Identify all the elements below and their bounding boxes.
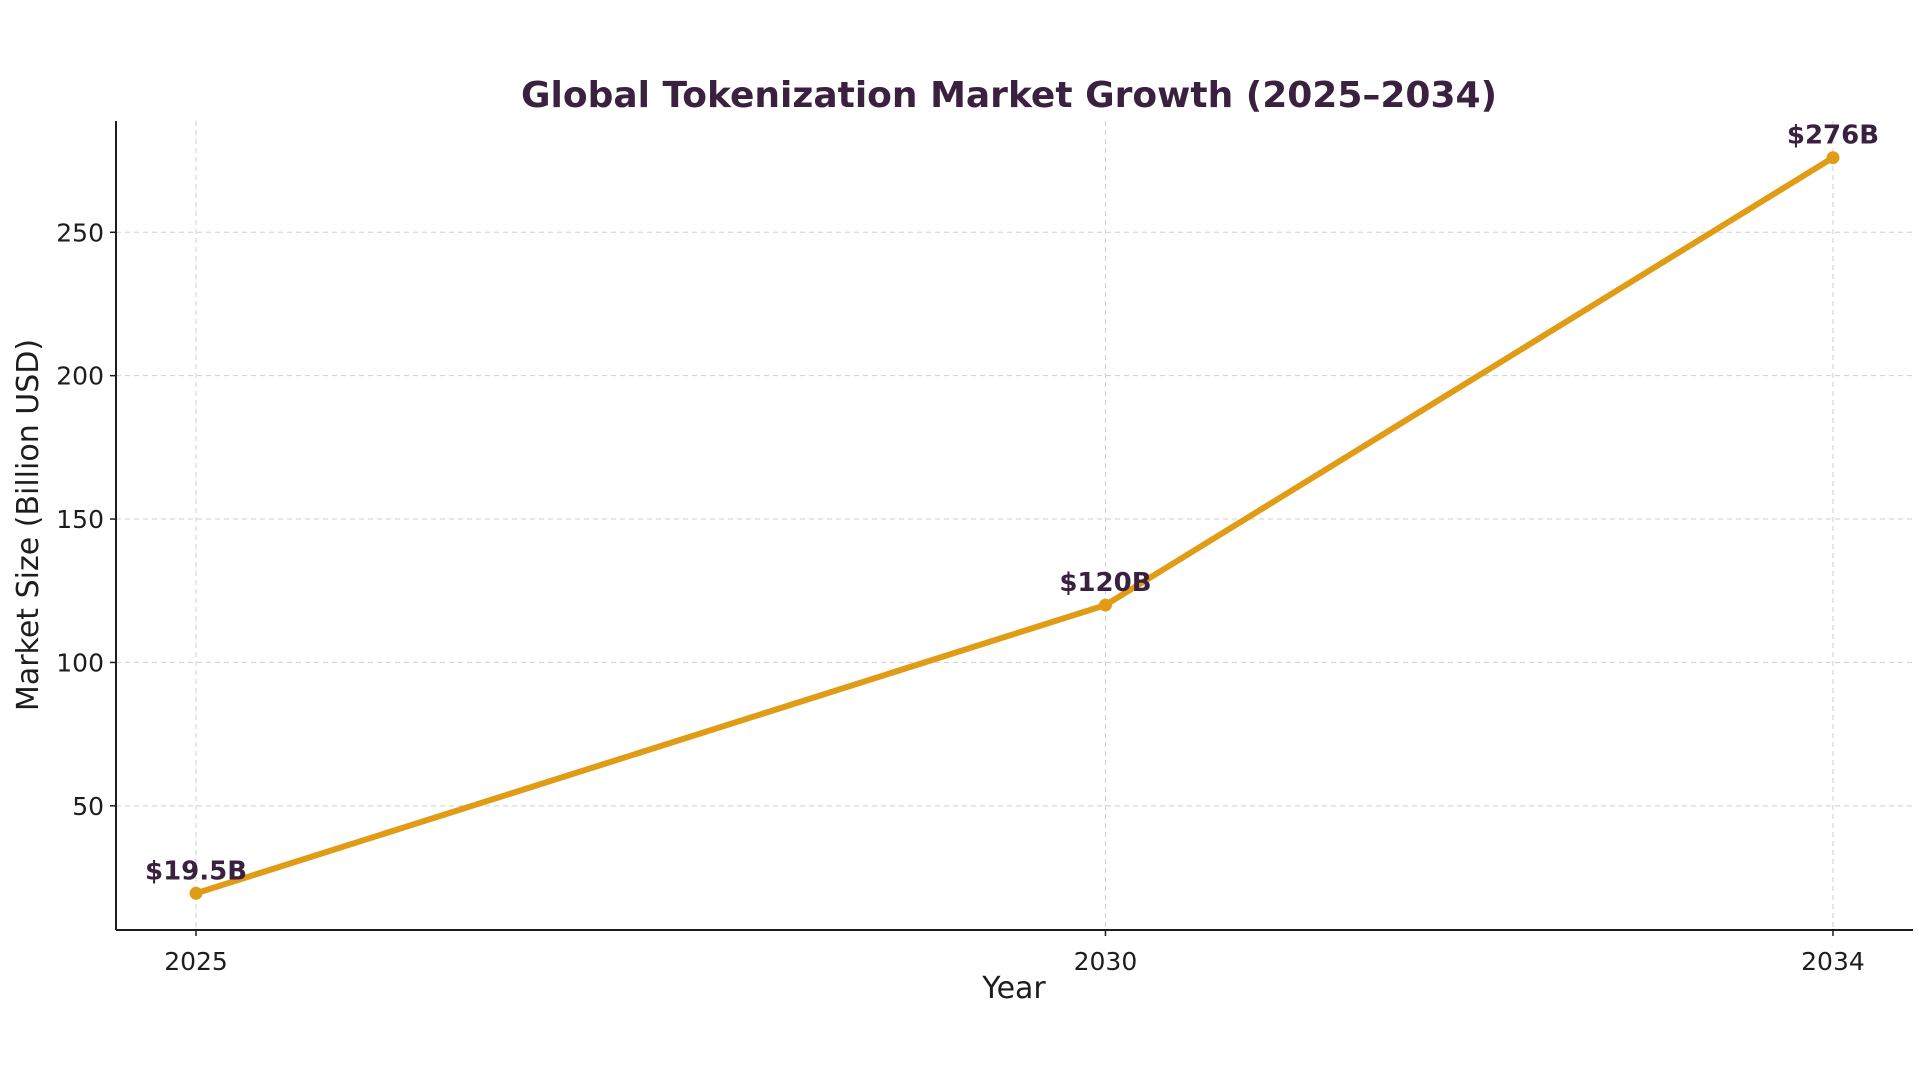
- data-point: [189, 886, 203, 900]
- axes: [115, 121, 1913, 931]
- grid: [116, 121, 1913, 930]
- data-labels: $19.5B $120B $276B: [145, 121, 1879, 887]
- data-label: $19.5B: [145, 856, 247, 886]
- chart-title: Global Tokenization Market Growth (2025–…: [521, 75, 1497, 116]
- data-point: [1098, 598, 1112, 612]
- data-label: $120B: [1059, 568, 1151, 598]
- x-axis-label: Year: [981, 971, 1046, 1006]
- y-tick-label: 100: [56, 648, 104, 677]
- x-tick-label: 2030: [1074, 947, 1138, 976]
- series: [189, 151, 1840, 900]
- y-axis-label: Market Size (Billion USD): [11, 339, 46, 711]
- x-tick-label: 2025: [164, 947, 228, 976]
- y-tick-label: 150: [56, 505, 104, 534]
- ticks: 50 100 150 200 250 2025 2030 2034: [56, 218, 1865, 976]
- x-tick-label: 2034: [1801, 947, 1865, 976]
- data-label: $276B: [1787, 121, 1879, 151]
- y-tick-label: 250: [56, 218, 104, 247]
- series-line: [193, 154, 1836, 897]
- y-tick-label: 50: [72, 792, 104, 821]
- y-tick-label: 200: [56, 362, 104, 391]
- data-point: [1826, 151, 1840, 165]
